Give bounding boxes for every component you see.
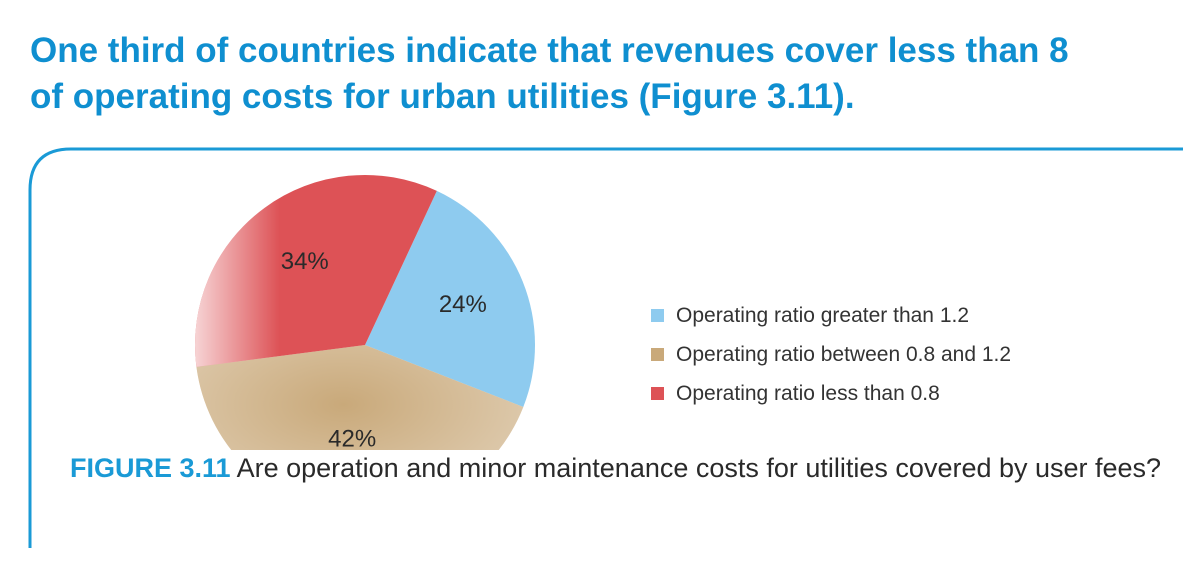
figure-caption-label: FIGURE 3.11: [70, 453, 231, 483]
pie-slice-shading: [196, 345, 524, 450]
legend-item: Operating ratio greater than 1.2: [651, 296, 1011, 335]
pie-slice: [365, 190, 535, 408]
pie-slice-shading: [195, 175, 437, 367]
figure-caption: FIGURE 3.11 Are operation and minor main…: [70, 450, 1183, 487]
legend-item: Operating ratio less than 0.8: [651, 374, 1011, 413]
legend-label: Operating ratio greater than 1.2: [676, 303, 970, 327]
headline-line-1: One third of countries indicate that rev…: [30, 31, 1069, 70]
legend-swatch: [651, 348, 664, 361]
pie-slice-label: 34%: [281, 248, 329, 275]
headline: One third of countries indicate that rev…: [30, 28, 1183, 120]
legend-label: Operating ratio between 0.8 and 1.2: [676, 342, 1012, 366]
figure-caption-text: Are operation and minor maintenance cost…: [230, 453, 1162, 483]
pie-slice-label: 42%: [328, 425, 376, 452]
figure-frame-border: [28, 147, 1183, 548]
legend-swatch: [651, 309, 664, 322]
headline-line-2: of operating costs for urban utilities (…: [30, 77, 855, 116]
pie-slice-label: 24%: [439, 291, 487, 318]
chart-legend: Operating ratio greater than 1.2 Operati…: [651, 296, 1011, 413]
legend-swatch: [651, 387, 664, 400]
legend-label: Operating ratio less than 0.8: [676, 381, 940, 405]
legend-item: Operating ratio between 0.8 and 1.2: [651, 335, 1011, 374]
